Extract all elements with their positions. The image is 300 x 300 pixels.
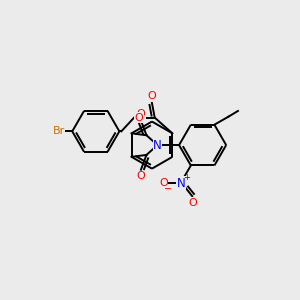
Text: N: N <box>153 139 162 152</box>
Text: O: O <box>147 91 156 101</box>
Text: O: O <box>136 172 145 182</box>
Text: −: − <box>164 184 172 194</box>
Text: O: O <box>136 109 145 119</box>
Text: O: O <box>188 198 197 208</box>
Text: +: + <box>184 173 190 182</box>
Text: N: N <box>177 177 185 190</box>
Text: O: O <box>159 178 168 188</box>
Text: Br: Br <box>52 126 64 136</box>
Text: O: O <box>135 112 143 123</box>
